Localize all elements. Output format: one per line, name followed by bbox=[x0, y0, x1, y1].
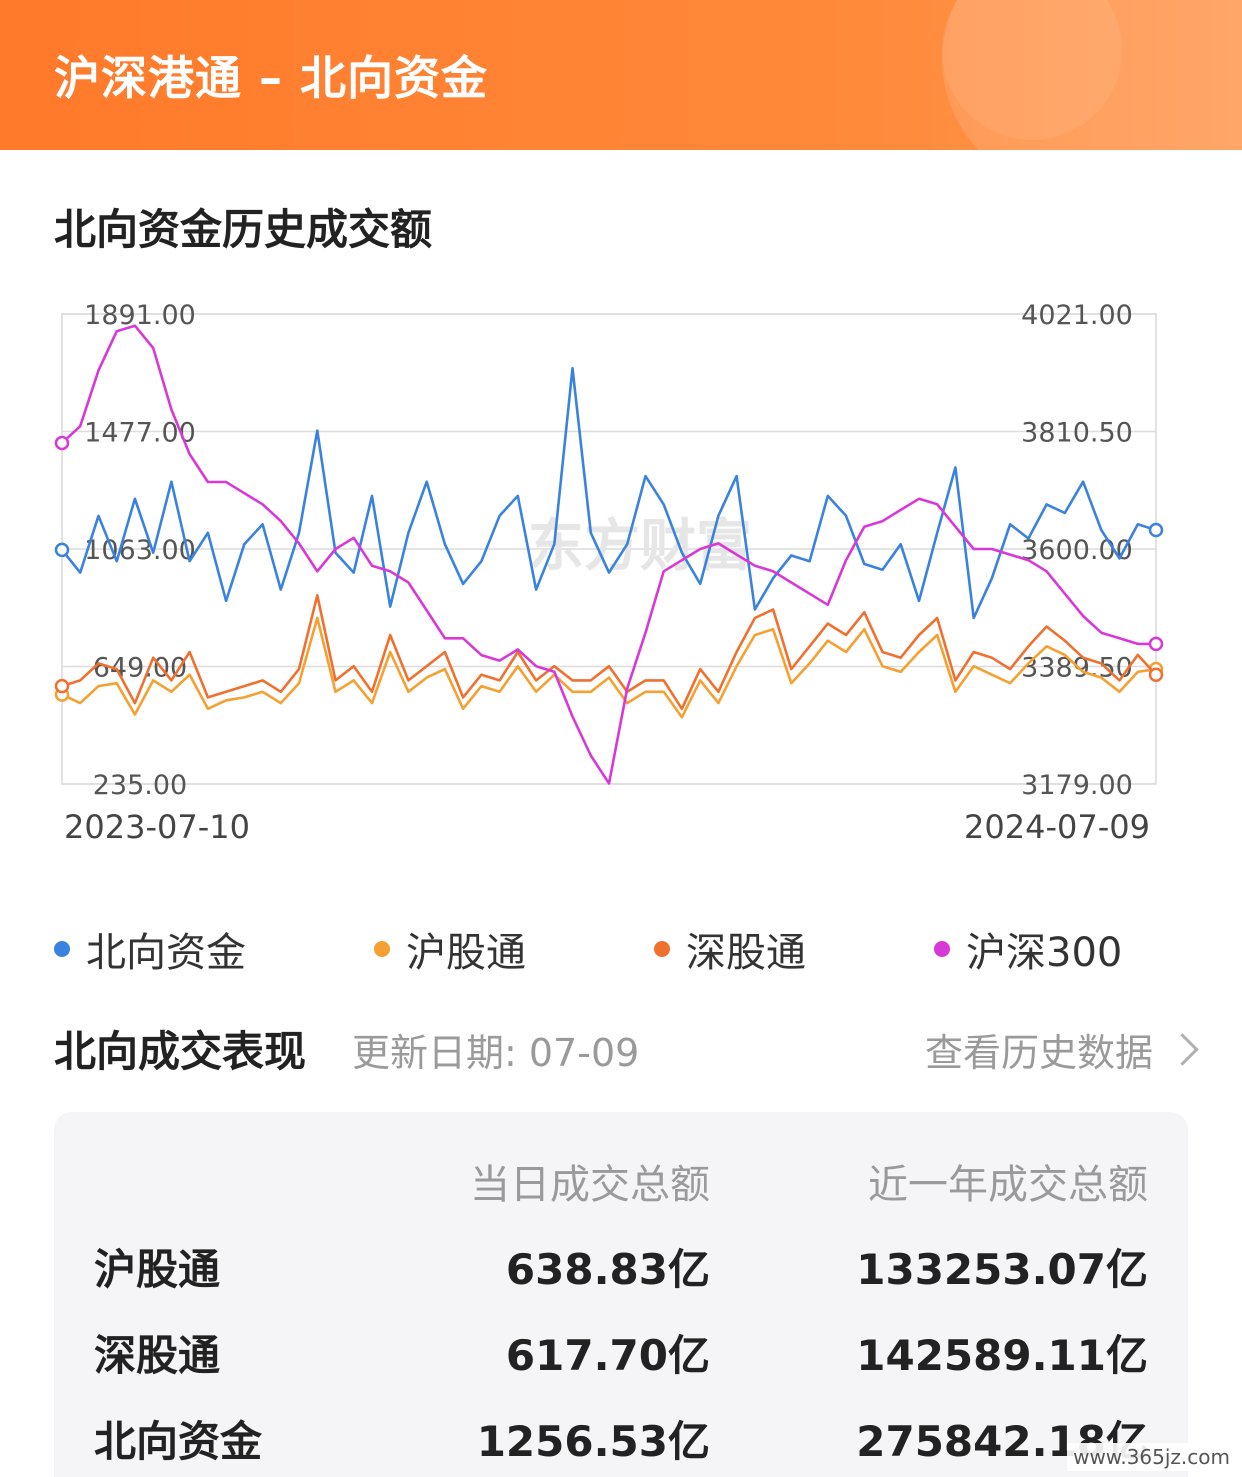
legend-dot-icon bbox=[54, 941, 70, 957]
page-header: 沪深港通 – 北向资金 bbox=[0, 0, 1242, 150]
view-history-link[interactable]: 查看历史数据 bbox=[924, 1022, 1199, 1077]
chart-watermark: 东方财富 bbox=[528, 514, 752, 579]
legend-label: 深股通 bbox=[686, 930, 806, 976]
left-tick-label: 1063.00 bbox=[84, 535, 196, 566]
legend-item-sh-connect[interactable]: 沪股通 bbox=[374, 920, 526, 978]
series-start-point-3 bbox=[54, 435, 70, 451]
left-tick-label: 1891.00 bbox=[84, 300, 196, 331]
legend-item-sz-connect[interactable]: 深股通 bbox=[654, 920, 806, 978]
legend-label: 北向资金 bbox=[86, 930, 246, 976]
performance-title: 北向成交表现 bbox=[54, 1027, 307, 1076]
row-label-northbound: 北向资金 bbox=[94, 1417, 263, 1466]
chevron-right-icon bbox=[1166, 1033, 1199, 1066]
site-watermark: www.365jz.com bbox=[1067, 1443, 1236, 1471]
performance-header: 北向成交表现 更新日期: 07-09 查看历史数据 bbox=[54, 1018, 1199, 1077]
today-value-sz-connect: 617.70亿 bbox=[505, 1331, 710, 1380]
header-decoration bbox=[942, 0, 1242, 150]
series-line-3 bbox=[61, 324, 1156, 785]
series-end-point-2 bbox=[1148, 667, 1164, 682]
series-end-point-3 bbox=[1148, 636, 1164, 652]
header-decoration-inner bbox=[942, 0, 1122, 140]
update-date: 更新日期: 07-09 bbox=[352, 1031, 640, 1075]
legend-label: 沪深300 bbox=[966, 930, 1123, 976]
performance-table: 当日成交总额 近一年成交总额 沪股通 638.83亿 133253.07亿 深股… bbox=[54, 1112, 1188, 1477]
legend-item-northbound[interactable]: 北向资金 bbox=[54, 920, 246, 978]
series-line-1 bbox=[61, 616, 1157, 719]
right-tick-label: 3600.00 bbox=[1021, 535, 1133, 566]
x-end-label: 2024-07-09 bbox=[964, 808, 1150, 846]
legend-item-csi300[interactable]: 沪深300 bbox=[934, 920, 1122, 978]
column-header-year: 近一年成交总额 bbox=[868, 1162, 1148, 1208]
x-start-label: 2023-07-10 bbox=[64, 808, 250, 846]
header-title: 沪深港通 – 北向资金 bbox=[54, 51, 489, 105]
legend-dot-icon bbox=[374, 941, 390, 957]
series-end-point-0 bbox=[1148, 522, 1164, 538]
series-line-0 bbox=[60, 366, 1157, 620]
series-start-point-2 bbox=[54, 678, 70, 694]
year-value-sh-connect: 133253.07亿 bbox=[856, 1245, 1148, 1294]
legend-dot-icon bbox=[654, 941, 670, 957]
x-axis-labels: 2023-07-10 2024-07-09 bbox=[64, 808, 1150, 846]
chart-legend: 北向资金 沪股通 深股通 沪深300 bbox=[0, 920, 1242, 976]
today-value-northbound: 1256.53亿 bbox=[476, 1417, 710, 1466]
right-tick-label: 3179.00 bbox=[1021, 770, 1133, 801]
series-start-point-0 bbox=[54, 542, 70, 558]
left-tick-label: 1477.00 bbox=[84, 418, 196, 449]
series-line-2 bbox=[61, 594, 1157, 711]
legend-label: 沪股通 bbox=[406, 930, 526, 976]
column-header-today: 当日成交总额 bbox=[470, 1162, 710, 1208]
view-history-label: 查看历史数据 bbox=[924, 1031, 1153, 1075]
today-value-sh-connect: 638.83亿 bbox=[505, 1245, 710, 1294]
chart-section-title: 北向资金历史成交额 bbox=[54, 205, 433, 254]
right-tick-label: 4021.00 bbox=[1021, 300, 1133, 331]
left-tick-label: 235.00 bbox=[93, 770, 187, 801]
chart-series bbox=[54, 324, 1164, 785]
row-label-sh-connect: 沪股通 bbox=[94, 1245, 221, 1294]
year-value-sz-connect: 142589.11亿 bbox=[856, 1331, 1148, 1380]
legend-dot-icon bbox=[934, 941, 950, 957]
right-tick-label: 3810.50 bbox=[1021, 418, 1133, 449]
row-label-sz-connect: 深股通 bbox=[94, 1331, 221, 1380]
